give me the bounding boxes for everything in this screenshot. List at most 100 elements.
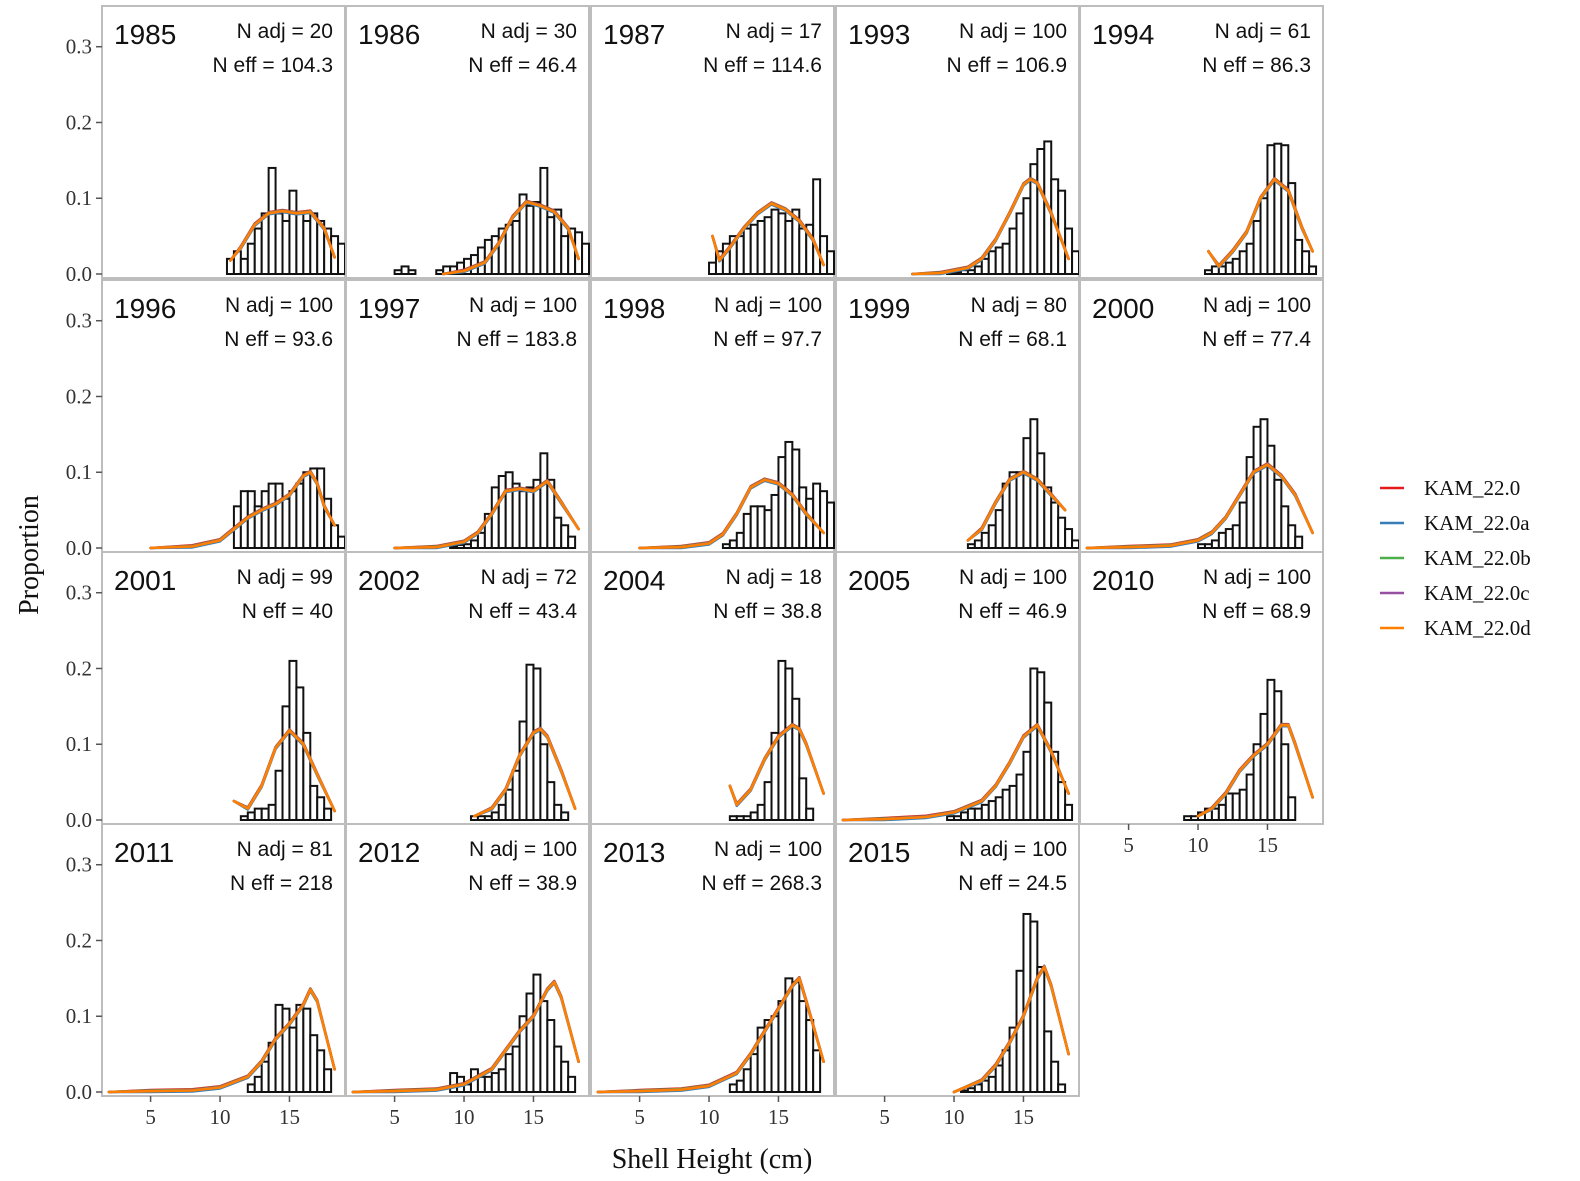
histogram-bar	[310, 1035, 317, 1092]
histogram-bar	[1281, 145, 1288, 274]
y-tick-label: 0.0	[66, 1080, 92, 1104]
histogram-bar	[499, 476, 506, 548]
panel-1997: 1997 N adj = 100N eff = 183.8	[346, 280, 589, 552]
panel-year-label: 1994	[1092, 19, 1154, 50]
n-eff-label: N eff = 218	[230, 872, 333, 895]
histogram-bar	[547, 1020, 554, 1092]
x-tick-label: 15	[523, 1105, 544, 1129]
histogram-bar	[1274, 144, 1281, 274]
histogram-bar	[996, 247, 1003, 274]
n-adj-label: N adj = 30	[481, 20, 577, 43]
histogram-bar	[303, 1009, 310, 1092]
histogram-bar	[492, 1073, 499, 1092]
histogram-bar	[408, 270, 415, 274]
histogram-bar	[737, 236, 744, 274]
histogram-bar	[303, 472, 310, 548]
histogram-bar	[276, 771, 283, 820]
histogram-bar	[248, 491, 255, 548]
histogram-bar	[283, 221, 290, 274]
histogram-bar	[478, 533, 485, 548]
histogram-bar	[730, 816, 737, 820]
panel-2012: 2012 N adj = 100N eff = 38.9	[346, 824, 589, 1096]
histogram-bar	[758, 805, 765, 820]
panel-year-label: 2011	[114, 837, 174, 868]
legend-item-KAM_22.0a: KAM_22.0a	[1380, 511, 1530, 535]
histogram-bar	[1044, 703, 1051, 820]
histogram-bar	[248, 1084, 255, 1092]
histogram-bar	[1010, 786, 1017, 820]
histogram-bar	[450, 1073, 457, 1092]
histogram-bar	[799, 229, 806, 274]
histogram-bar	[778, 1001, 785, 1092]
y-tick-label: 0.2	[66, 656, 92, 680]
panel-year-label: 1993	[848, 19, 910, 50]
histogram-bar	[499, 805, 506, 820]
histogram-bar	[262, 491, 269, 548]
x-tick-label: 5	[1123, 833, 1134, 857]
histogram-bar	[778, 457, 785, 548]
histogram-bar	[975, 540, 982, 548]
histogram-bar	[1309, 266, 1316, 274]
panel-2015: 2015 N adj = 100 N eff = 24.5	[836, 824, 1079, 1096]
histogram-bar	[751, 812, 758, 820]
histogram-bar	[540, 744, 547, 820]
panel-1987: 1987 N adj = 17 N eff = 114.6	[591, 6, 848, 278]
histogram-bar	[961, 1090, 968, 1092]
n-adj-label: N adj = 99	[237, 566, 333, 589]
histogram-bar	[248, 244, 255, 274]
n-adj-label: N adj = 100	[959, 20, 1067, 43]
histogram-bar	[1233, 793, 1240, 820]
histogram-bar	[1240, 790, 1247, 820]
histogram-bar	[1051, 503, 1058, 548]
histogram-bar	[255, 809, 262, 820]
histogram-bar	[1017, 775, 1024, 820]
histogram-bar	[527, 206, 534, 274]
n-adj-label: N adj = 100	[714, 838, 822, 861]
histogram-bar	[961, 812, 968, 820]
y-tick-label: 0.0	[66, 808, 92, 832]
histogram-bar	[269, 484, 276, 548]
panel-year-label: 2004	[603, 565, 665, 596]
n-adj-label: N adj = 100	[225, 294, 333, 317]
histogram-bar	[989, 525, 996, 548]
x-tick-label: 10	[699, 1105, 720, 1129]
panel-year-label: 1999	[848, 293, 910, 324]
histogram-bar	[1003, 790, 1010, 820]
histogram-bar	[1205, 270, 1212, 274]
n-eff-label: N eff = 114.6	[703, 54, 822, 77]
panel-year-label: 1996	[114, 293, 176, 324]
histogram-bar	[778, 213, 785, 274]
n-eff-label: N eff = 40	[242, 600, 333, 623]
n-adj-label: N adj = 100	[1203, 294, 1311, 317]
histogram-bar	[269, 805, 276, 820]
histogram-bar	[996, 797, 1003, 820]
n-eff-label: N eff = 93.6	[224, 328, 333, 351]
legend-item-KAM_22.0: KAM_22.0	[1380, 476, 1520, 500]
n-eff-label: N eff = 43.4	[468, 600, 577, 623]
histogram-bar	[276, 484, 283, 548]
histogram-bar	[1254, 221, 1261, 274]
histogram-bar	[799, 778, 806, 820]
histogram-bar	[1261, 198, 1268, 274]
histogram-bar	[806, 809, 813, 820]
histogram-bar	[289, 661, 296, 820]
legend-item-KAM_22.0d: KAM_22.0d	[1380, 616, 1531, 640]
n-eff-label: N eff = 183.8	[457, 328, 577, 351]
histogram-bar	[785, 221, 792, 274]
n-adj-label: N adj = 17	[726, 20, 822, 43]
histogram-bar	[772, 495, 779, 548]
histogram-bar	[561, 1062, 568, 1092]
histogram-bar	[1072, 540, 1079, 548]
histogram-bar	[1023, 752, 1030, 820]
panel-1986: 1986 N adj = 30N eff = 46.4	[346, 6, 610, 278]
histogram-bar	[241, 816, 248, 820]
x-tick-label: 15	[1257, 833, 1278, 857]
panel-year-label: 2012	[358, 837, 420, 868]
histogram-bar	[289, 191, 296, 274]
histogram-bar	[1072, 251, 1079, 274]
histogram-bar	[1037, 149, 1044, 274]
y-tick-label: 0.2	[66, 928, 92, 952]
histogram-bar	[276, 213, 283, 274]
histogram-bar	[478, 1077, 485, 1092]
histogram-bar	[1261, 714, 1268, 820]
